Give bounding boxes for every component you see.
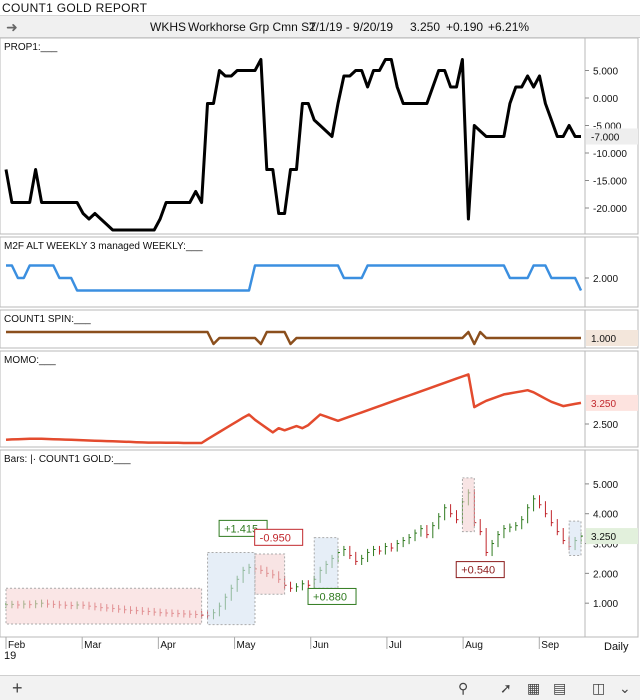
x-tick-label: Jun [313, 640, 329, 651]
x-tick-label: Sep [541, 640, 559, 651]
series-line [5, 373, 582, 445]
annotation-label: +1.415 [224, 523, 258, 535]
date-range: 2/1/19 - 9/20/19 [309, 20, 394, 34]
x-tick-label: Apr [160, 640, 176, 651]
layout-icon[interactable]: ▦ [527, 680, 541, 696]
x-tick-label: Jul [389, 640, 402, 651]
symbol: WKHS [150, 20, 186, 34]
last-value-label: 3.250 [591, 532, 616, 543]
x-tick-label: Mar [84, 640, 102, 651]
last-value-label: 3.250 [591, 399, 616, 410]
y-tick-label: 2.000 [593, 569, 618, 580]
annotation-box [455, 561, 505, 579]
series-line [4, 58, 581, 232]
panel-title: M2F ALT WEEKLY 3 managed WEEKLY:___ [4, 241, 203, 252]
draw-icon[interactable]: ➚ [500, 680, 512, 696]
last-value-badge [586, 528, 638, 545]
y-tick-label: -15.000 [593, 177, 627, 188]
search-icon[interactable]: ⚲ [458, 680, 469, 696]
y-tick-label: -20.000 [593, 204, 627, 215]
x-tick-label: Feb [8, 640, 26, 651]
panel-title: MOMO:___ [4, 355, 56, 366]
series-line [6, 264, 583, 292]
signal-zone [461, 477, 475, 533]
y-tick-label: 5.000 [593, 480, 618, 491]
last-value-badge [586, 394, 638, 411]
percent-change: +6.21% [488, 20, 530, 34]
x-tick-label: Aug [465, 640, 483, 651]
bottom-toolbar: + ⚲ ➚ ▦ ▤ ◫ ⌄ [0, 675, 640, 700]
last-value-label: 1.000 [591, 334, 616, 345]
symbol-header: ➜ WKHS Workhorse Grp Cmn ST 2/1/19 - 9/2… [0, 16, 640, 38]
annotation-label: +0.540 [461, 565, 495, 577]
y-tick-label: 4.000 [593, 510, 618, 521]
y-tick-label: 5.000 [593, 67, 618, 78]
price-change: +0.190 [446, 20, 484, 34]
annotation-box [307, 587, 357, 605]
y-tick-label: 0.000 [593, 94, 618, 105]
y-tick-label: 3.000 [593, 540, 618, 551]
arrow-right-icon[interactable]: ➜ [6, 19, 18, 35]
add-icon[interactable]: + [12, 678, 23, 698]
interval-label[interactable]: Daily [604, 641, 629, 653]
panel-icon[interactable]: ▤ [553, 680, 567, 696]
last-price: 3.250 [410, 20, 441, 34]
panel-frame [0, 350, 639, 448]
last-value-badge [586, 128, 638, 145]
y-tick-label: 2.000 [593, 274, 618, 285]
panel-frame [0, 38, 639, 235]
book-icon[interactable]: ◫ [592, 680, 606, 696]
signal-zone [5, 587, 203, 625]
signal-zone [568, 520, 582, 556]
signal-zone [254, 553, 286, 595]
company-name: Workhorse Grp Cmn ST [188, 20, 317, 34]
chevron-down-icon[interactable]: ⌄ [619, 680, 631, 696]
x-tick-label: May [237, 640, 256, 651]
panel-frame [0, 309, 639, 349]
signal-zone [313, 537, 339, 589]
annotation-box [254, 528, 304, 546]
window-title: COUNT1 GOLD REPORT [0, 0, 640, 16]
panel-title: Bars: |· COUNT1 GOLD:___ [4, 454, 131, 465]
y-tick-label: -5.000 [593, 122, 622, 133]
panel-title: PROP1:___ [4, 42, 58, 53]
y-tick-label: 1.000 [593, 599, 618, 610]
y-tick-label: -10.000 [593, 149, 627, 160]
annotation-label: -0.950 [260, 532, 291, 544]
signal-zone [207, 551, 256, 626]
y-tick-label: 2.500 [593, 420, 618, 431]
panel-title: COUNT1 SPIN:___ [4, 314, 91, 325]
annotation-label: +0.880 [313, 591, 347, 603]
year-label: 19 [4, 650, 17, 662]
last-value-label: -7.000 [591, 133, 620, 144]
series-line [6, 330, 581, 346]
last-value-badge [586, 330, 638, 346]
chart-area[interactable]: PROP1:___ 5.000 0.000 -5.000 -10.000 -15.000 -… [0, 38, 640, 658]
